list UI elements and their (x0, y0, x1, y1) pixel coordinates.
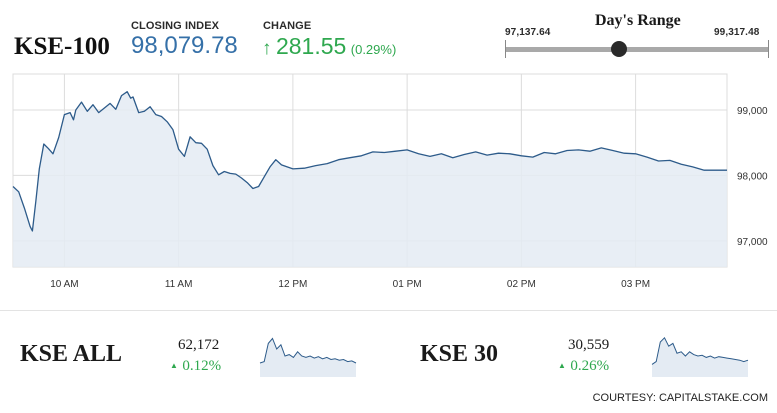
mini-index-value-kse-30: 30,559 (568, 337, 610, 353)
change-block: ↑ 281.55 (0.29%) (262, 33, 396, 60)
arrow-up-icon: ↑ (262, 38, 272, 59)
range-low: 97,137.64 (505, 27, 551, 38)
closing-index-label: CLOSING INDEX (131, 20, 220, 32)
change-percent: (0.29%) (350, 42, 397, 57)
range-bar (505, 47, 769, 52)
x-tick-label: 10 AM (50, 279, 78, 290)
change-value: 281.55 (275, 33, 347, 59)
range-marker (610, 41, 627, 57)
sparkline-kse-30 (651, 336, 749, 377)
x-tick-label: 02 PM (507, 279, 536, 290)
mini-index-name-kse-all: KSE ALL (20, 341, 123, 367)
range-end-tick (768, 40, 769, 58)
mini-change-value: 0.26% (570, 358, 610, 374)
divider (0, 310, 777, 311)
sparkline-line (259, 337, 357, 364)
x-tick-label: 11 AM (165, 279, 193, 290)
triangle-up-icon: ▲ (170, 361, 178, 370)
series-line (12, 91, 727, 232)
courtesy-text: COURTESY: CAPITALSTAKE.COM (592, 392, 768, 404)
x-tick-label: 01 PM (393, 279, 422, 290)
y-tick-label: 97,000 (737, 237, 768, 248)
change-label: CHANGE (263, 20, 312, 32)
triangle-up-icon: ▲ (558, 361, 566, 370)
mini-change-value: 0.12% (182, 358, 222, 374)
intraday-chart: 99,000 98,000 97,000 10 AM 11 AM 12 PM 01 PM 02… (12, 73, 768, 290)
y-tick-label: 99,000 (737, 106, 768, 117)
closing-index-value: 98,079.78 (131, 32, 238, 59)
mini-index-change-kse-all: ▲ 0.12% (170, 357, 221, 375)
days-range-title: Day's Range (595, 12, 681, 29)
y-tick-label: 98,000 (737, 171, 768, 182)
x-tick-label: 12 PM (278, 279, 307, 290)
index-name: KSE-100 (14, 33, 110, 60)
sparkline-area (652, 337, 748, 377)
series-area (13, 91, 727, 267)
mini-index-value-kse-all: 62,172 (178, 337, 220, 353)
range-high: 99,317.48 (714, 27, 760, 38)
sparkline-line (651, 336, 749, 365)
mini-index-change-kse-30: ▲ 0.26% (558, 357, 609, 375)
sparkline-kse-all (259, 337, 357, 377)
range-start-tick (505, 40, 506, 58)
x-tick-label: 03 PM (621, 279, 650, 290)
sparkline-area (260, 338, 356, 377)
mini-index-name-kse-30: KSE 30 (420, 341, 499, 367)
